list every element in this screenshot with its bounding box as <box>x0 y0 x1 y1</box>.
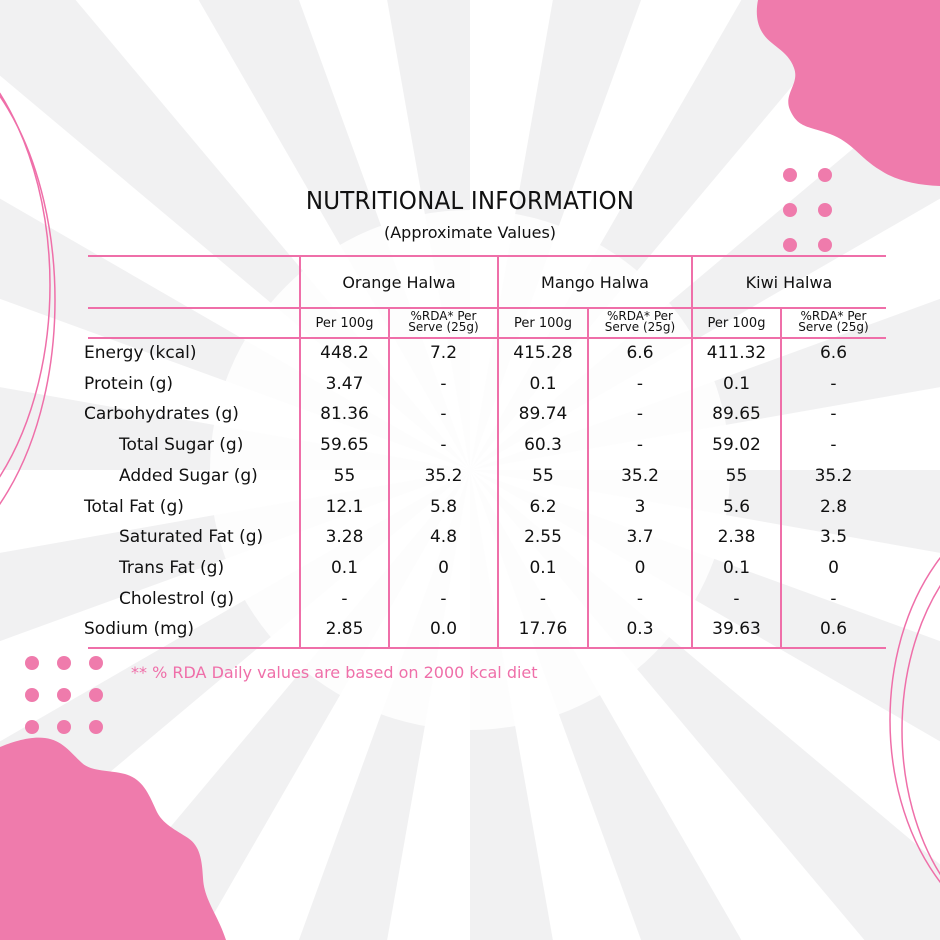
nutrient-value: - <box>830 435 837 455</box>
nutrient-value: 5.6 <box>722 497 751 517</box>
nutrient-value: - <box>636 404 644 424</box>
nutrient-value: - <box>440 374 447 394</box>
nutrient-value: 3.5 <box>819 527 848 547</box>
table-subheader-rule <box>88 337 886 339</box>
nutrient-value: 60.3 <box>524 435 562 455</box>
page-subtitle: (Approximate Values) <box>383 223 557 242</box>
table-top-rule <box>88 255 886 257</box>
nutrient-label: Total Fat (g) <box>84 497 184 517</box>
nutrient-value: - <box>830 404 837 424</box>
subheader-rda: %RDA* Per Serve (25g) <box>781 309 886 334</box>
subheader-rda-line1: %RDA* Per <box>607 309 673 323</box>
nutrient-value: 89.65 <box>712 404 761 424</box>
subheader-rda: %RDA* Per Serve (25g) <box>389 309 498 334</box>
nutrient-value: - <box>440 589 447 609</box>
page-title: NUTRITIONAL INFORMATION <box>305 186 635 215</box>
subheader-per100: Per 100g <box>707 316 766 331</box>
nutrient-value: 2.8 <box>819 497 848 517</box>
nutrient-value: 7.2 <box>429 343 458 363</box>
nutrient-value: 3 <box>634 497 646 517</box>
nutrient-value: 5.8 <box>429 497 458 517</box>
nutrient-label: Energy (kcal) <box>84 343 197 363</box>
nutrient-value: 0 <box>438 558 449 578</box>
nutrient-value: 2.38 <box>717 527 756 547</box>
column-divider <box>388 307 390 649</box>
nutrient-value: 448.2 <box>320 343 369 363</box>
nutrient-value: - <box>341 589 348 609</box>
nutrient-value: - <box>539 589 547 609</box>
column-divider <box>299 255 301 649</box>
nutrient-value: 0.1 <box>529 558 557 578</box>
nutrient-label: Protein (g) <box>84 374 174 394</box>
nutrient-value: 6.2 <box>529 497 557 517</box>
column-divider <box>780 307 782 649</box>
nutrient-value: 2.55 <box>524 527 562 547</box>
nutrient-value: 0 <box>634 558 646 578</box>
nutrient-value: 55 <box>333 466 356 486</box>
subheader-rda: %RDA* Per Serve (25g) <box>588 309 692 334</box>
subheader-rda-line1: %RDA* Per <box>800 309 867 323</box>
nutrient-value: 415.28 <box>513 343 573 363</box>
column-divider <box>497 255 499 649</box>
nutrient-value: - <box>440 404 447 424</box>
subheader-rda-line2: Serve (25g) <box>408 320 479 334</box>
nutrient-value: - <box>636 435 644 455</box>
nutrient-value: - <box>733 589 740 609</box>
product-header-orange: Orange Halwa <box>342 273 456 292</box>
column-divider <box>691 255 693 649</box>
nutrient-value: 17.76 <box>518 619 568 639</box>
nutrient-value: 59.65 <box>320 435 369 455</box>
nutrient-label: Sodium (mg) <box>84 619 195 639</box>
nutrient-value: 0.1 <box>330 558 359 578</box>
product-header-kiwi: Kiwi Halwa <box>745 273 833 292</box>
nutrient-value: 3.7 <box>626 527 654 547</box>
subheader-rda-line2: Serve (25g) <box>604 320 676 334</box>
nutrient-value: 81.36 <box>320 404 369 424</box>
nutrient-value: 35.2 <box>814 466 853 486</box>
nutrient-value: 2.85 <box>325 619 364 639</box>
nutrient-value: 6.6 <box>819 343 848 363</box>
table-header-rule <box>88 307 886 309</box>
nutrient-value: - <box>636 589 644 609</box>
nutrient-value: 0 <box>828 558 839 578</box>
nutrient-value: 0.6 <box>819 619 848 639</box>
nutrient-value: 89.74 <box>518 404 568 424</box>
table-bottom-rule <box>88 647 886 649</box>
nutrient-value: 6.6 <box>626 343 654 363</box>
subheader-rda-line1: %RDA* Per <box>410 309 477 323</box>
subheader-per100: Per 100g <box>315 316 374 331</box>
nutrient-value: 0.1 <box>722 374 751 394</box>
nutrient-value: 3.47 <box>325 374 364 394</box>
nutrient-value: - <box>830 374 837 394</box>
nutrient-value: 0.0 <box>429 619 458 639</box>
product-header-mango: Mango Halwa <box>541 273 649 292</box>
nutrient-label: Trans Fat (g) <box>119 558 225 578</box>
nutrient-label: Total Sugar (g) <box>119 435 244 455</box>
nutrient-value: - <box>636 374 644 394</box>
nutrient-value: - <box>440 435 447 455</box>
nutrient-label: Added Sugar (g) <box>119 466 258 486</box>
nutrient-label: Saturated Fat (g) <box>119 527 264 547</box>
nutrient-value: 0.3 <box>626 619 654 639</box>
rda-footnote: ** % RDA Daily values are based on 2000 … <box>131 663 538 682</box>
column-divider <box>587 307 589 649</box>
nutrient-value: 55 <box>532 466 554 486</box>
subheader-rda-line2: Serve (25g) <box>798 320 869 334</box>
nutrient-value: 4.8 <box>429 527 458 547</box>
nutrient-label: Cholestrol (g) <box>119 589 234 609</box>
nutrient-value: 0.1 <box>722 558 751 578</box>
nutrient-value: 0.1 <box>529 374 557 394</box>
nutrient-value: 35.2 <box>621 466 659 486</box>
nutrient-label: Carbohydrates (g) <box>84 404 239 424</box>
nutrient-value: 55 <box>725 466 748 486</box>
nutrient-value: 59.02 <box>712 435 761 455</box>
nutrient-value: 12.1 <box>325 497 364 517</box>
nutrient-value: 39.63 <box>712 619 761 639</box>
nutrient-value: 411.32 <box>706 343 767 363</box>
nutrient-value: - <box>830 589 837 609</box>
subheader-per100: Per 100g <box>514 316 572 331</box>
nutrient-value: 35.2 <box>424 466 463 486</box>
nutrient-value: 3.28 <box>325 527 364 547</box>
